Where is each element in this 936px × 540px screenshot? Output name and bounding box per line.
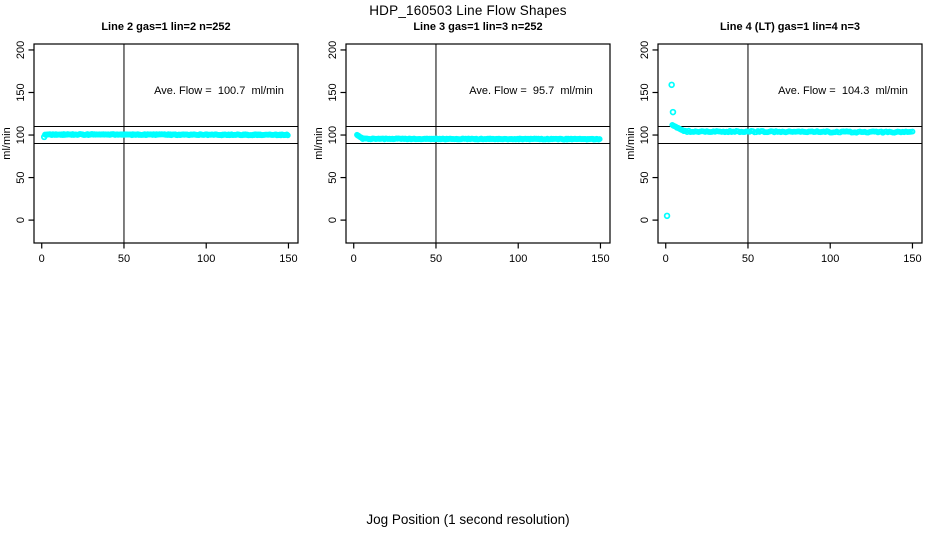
outlier-point [663, 212, 671, 220]
x-tick-label: 150 [279, 253, 297, 265]
ave-flow-annotation: Ave. Flow = 104.3 ml/min [778, 85, 908, 97]
data-point [284, 132, 291, 139]
ave-flow-annotation: Ave. Flow = 95.7 ml/min [469, 85, 593, 97]
panel-title: Line 2 gas=1 lin=2 n=252 [101, 21, 231, 33]
scatter-plot: 0 50 100 150 0 50 100 150 200 ml/min [313, 41, 611, 265]
plot-box [345, 43, 611, 244]
y-tick-label: 150 [639, 83, 651, 101]
y-tick-label: 0 [15, 217, 27, 223]
y-tick-label: 100 [15, 126, 27, 144]
y-tick-label: 50 [15, 171, 27, 183]
panel-line-4: Line 4 (LT) gas=1 lin=4 n=3 0 50 100 150 0 50… [624, 0, 936, 280]
data-point [596, 136, 603, 143]
outlier-point [669, 108, 677, 116]
y-tick-label: 0 [327, 217, 339, 223]
x-axis-label: Jog Position (1 second resolution) [366, 512, 570, 527]
y-tick-label: 150 [15, 83, 27, 101]
x-tick-label: 50 [430, 253, 442, 265]
data-point [909, 128, 916, 135]
y-axis-title: ml/min [625, 127, 637, 159]
page-title: HDP_160503 Line Flow Shapes [369, 3, 567, 18]
panel-line-3: Line 3 gas=1 lin=3 n=252 0 50 100 150 0 50 100… [312, 0, 624, 280]
x-tick-label: 150 [903, 253, 921, 265]
y-tick-label: 0 [639, 217, 651, 223]
y-axis-title: ml/min [1, 127, 13, 159]
panel-title: Line 4 (LT) gas=1 lin=4 n=3 [719, 21, 861, 33]
y-tick-label: 100 [639, 126, 651, 144]
y-tick-label: 150 [327, 83, 339, 101]
plot-box [33, 43, 299, 244]
plot-box [657, 43, 923, 244]
y-tick-label: 200 [639, 41, 651, 59]
y-tick-label: 200 [15, 41, 27, 59]
x-tick-label: 50 [118, 253, 130, 265]
x-tick-label: 50 [742, 253, 754, 265]
panel-line-2: Line 2 gas=1 lin=2 n=252 0 50 100 150 0 50 100… [0, 0, 312, 280]
x-tick-label: 0 [663, 253, 669, 265]
x-tick-label: 150 [591, 253, 609, 265]
x-tick-label: 0 [39, 253, 45, 265]
x-tick-label: 100 [821, 253, 839, 265]
panel-title: Line 3 gas=1 lin=3 n=252 [413, 21, 543, 33]
ave-flow-annotation: Ave. Flow = 100.7 ml/min [154, 85, 284, 97]
y-tick-label: 100 [327, 126, 339, 144]
y-tick-label: 50 [639, 171, 651, 183]
y-tick-label: 200 [327, 41, 339, 59]
x-tick-label: 0 [351, 253, 357, 265]
y-tick-label: 50 [327, 171, 339, 183]
outlier-point [668, 81, 675, 89]
x-tick-label: 100 [197, 253, 215, 265]
outlier-point [40, 133, 48, 141]
x-tick-label: 100 [509, 253, 527, 265]
scatter-plot: 0 50 100 150 0 50 100 150 200 ml/min [625, 41, 923, 265]
scatter-plot: 0 50 100 150 0 50 100 150 200 ml/min [1, 41, 299, 265]
y-axis-title: ml/min [313, 127, 325, 159]
